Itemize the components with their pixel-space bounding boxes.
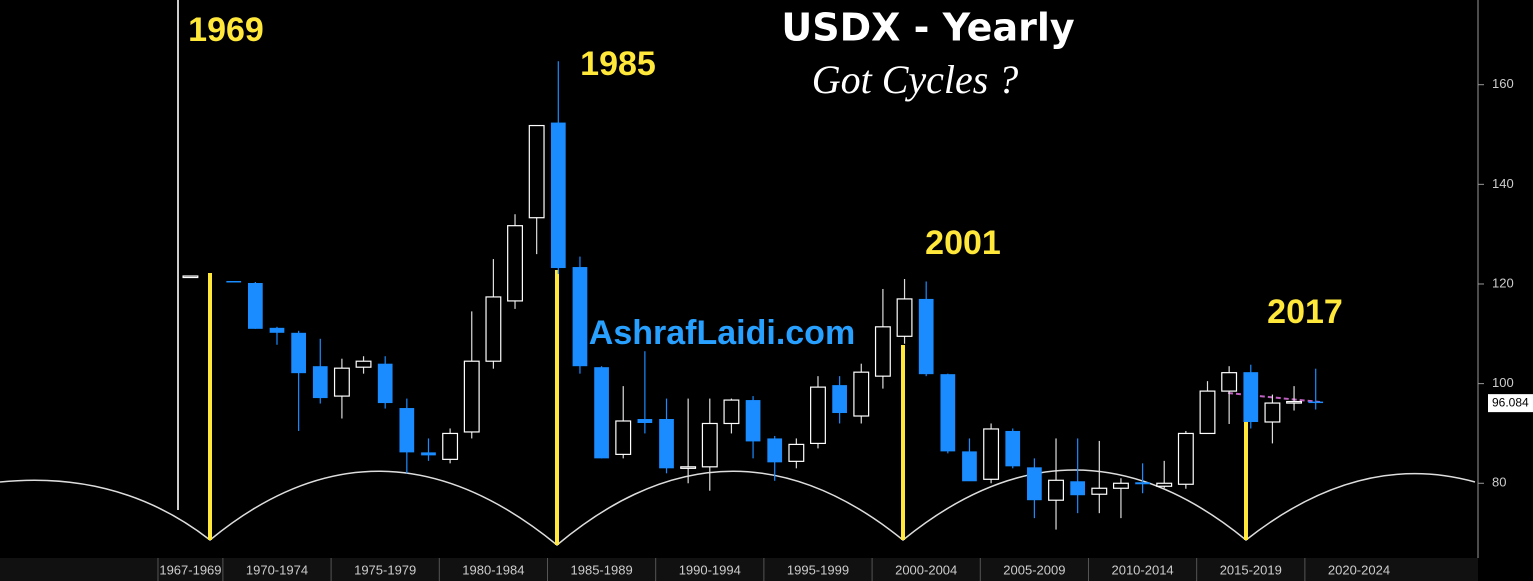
candle-body bbox=[1243, 372, 1259, 422]
candle-body bbox=[874, 326, 891, 377]
x-tick-label: 2005-2009 bbox=[1003, 562, 1065, 577]
candle-body bbox=[680, 466, 697, 469]
candle-body bbox=[312, 366, 328, 399]
x-tick-label: 1975-1979 bbox=[354, 562, 416, 577]
x-tick-label: 1985-1989 bbox=[571, 562, 633, 577]
candle-body bbox=[594, 367, 609, 459]
candle-body bbox=[269, 327, 285, 333]
candle-body bbox=[1264, 402, 1281, 423]
candle-body bbox=[810, 386, 826, 445]
candle-body bbox=[291, 332, 306, 374]
candle-body bbox=[1070, 481, 1086, 496]
candle-body bbox=[788, 443, 805, 462]
candle-body bbox=[1221, 372, 1238, 392]
candle-body bbox=[463, 360, 480, 433]
y-tick-label: 80 bbox=[1492, 475, 1506, 490]
cycle-arcs bbox=[0, 469, 1476, 546]
candle-body bbox=[767, 438, 783, 463]
y-tick-label: 100 bbox=[1492, 375, 1514, 390]
candle-body bbox=[485, 296, 502, 362]
candle-body bbox=[832, 385, 847, 414]
candle-body bbox=[550, 122, 566, 269]
candle-body bbox=[1286, 400, 1303, 404]
x-tick-label: 1980-1984 bbox=[462, 562, 524, 577]
candle-body bbox=[723, 399, 740, 425]
candle-body bbox=[1005, 430, 1021, 467]
candle-body bbox=[918, 298, 934, 375]
candle-body bbox=[962, 451, 977, 482]
candle-body bbox=[940, 374, 956, 452]
x-tick-label: 2010-2014 bbox=[1111, 562, 1173, 577]
last-value-box bbox=[1488, 394, 1533, 413]
candle-body bbox=[333, 367, 350, 397]
candle-body bbox=[1177, 432, 1194, 485]
candle-body bbox=[1199, 390, 1216, 435]
candle-body bbox=[355, 360, 372, 368]
candle-body bbox=[399, 408, 415, 453]
candle-body bbox=[853, 371, 870, 417]
last-value-label: 96.084 bbox=[1492, 395, 1529, 409]
x-tick-label: 1995-1999 bbox=[787, 562, 849, 577]
candle-body bbox=[377, 363, 393, 404]
y-tick-label: 140 bbox=[1492, 176, 1514, 191]
y-tick-label: 120 bbox=[1492, 275, 1514, 290]
candle-body bbox=[896, 298, 913, 337]
x-tick-label: 2020-2024 bbox=[1328, 562, 1390, 577]
candle-body bbox=[701, 422, 718, 468]
candle-body bbox=[1027, 467, 1042, 501]
average-line bbox=[1227, 392, 1321, 403]
candle-body bbox=[1112, 482, 1129, 489]
candle-body bbox=[528, 124, 545, 219]
candle-body bbox=[637, 418, 653, 423]
chart-subtitle: Got Cycles ? bbox=[812, 57, 1019, 102]
candle-body bbox=[247, 282, 263, 329]
candle-body bbox=[983, 428, 1000, 480]
x-tick-label: 2000-2004 bbox=[895, 562, 957, 577]
x-tick-label: 1990-1994 bbox=[679, 562, 741, 577]
candle-body bbox=[659, 418, 674, 469]
candle-body bbox=[182, 275, 199, 279]
cycle-lines bbox=[208, 270, 1248, 545]
candle-body bbox=[572, 267, 588, 367]
annotation: 2001 bbox=[925, 224, 1001, 262]
x-tick-label: 1967-1969 bbox=[159, 562, 221, 577]
watermark: AshrafLaidi.com bbox=[589, 314, 855, 352]
candle-body bbox=[226, 280, 242, 283]
annotation: 1969 bbox=[188, 11, 264, 49]
candle-body bbox=[442, 432, 459, 460]
y-tick-label: 160 bbox=[1492, 76, 1514, 91]
candle-body bbox=[1091, 487, 1108, 495]
x-tick-label: 1970-1974 bbox=[246, 562, 308, 577]
candle-body bbox=[507, 225, 523, 302]
candle-body bbox=[421, 452, 436, 456]
candle-body bbox=[1156, 482, 1173, 487]
annotation: 1985 bbox=[580, 45, 656, 83]
x-axis-band bbox=[0, 558, 1478, 581]
candle-body bbox=[1048, 479, 1064, 501]
candle-body bbox=[1135, 482, 1150, 485]
annotation: 2017 bbox=[1267, 293, 1343, 331]
candle-body bbox=[615, 420, 632, 455]
x-tick-label: 2015-2019 bbox=[1220, 562, 1282, 577]
candle-body bbox=[1308, 401, 1324, 404]
candle-body bbox=[745, 400, 761, 442]
chart-title: USDX - Yearly bbox=[781, 6, 1075, 50]
